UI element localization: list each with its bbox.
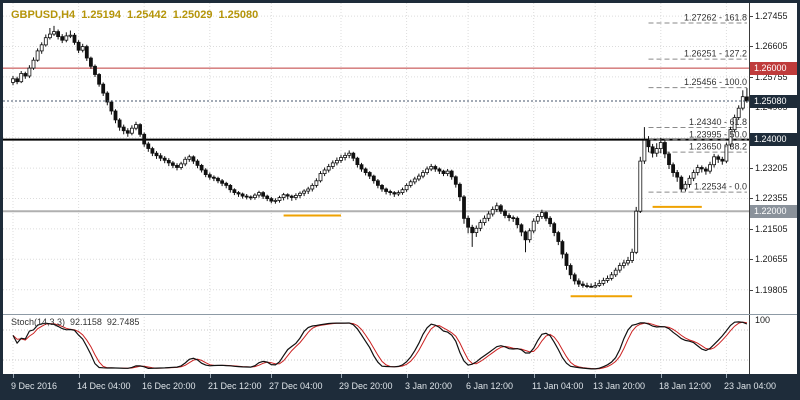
quote-high: 1.25442: [126, 9, 167, 21]
price-badge-current-price: 1.25080: [750, 95, 797, 108]
price-tick-mark: [750, 77, 753, 78]
price-axis[interactable]: 1.274551.266051.257551.249051.240551.232…: [749, 3, 797, 374]
time-label: 23 Jan 04:00: [724, 381, 777, 391]
time-tick-mark: [13, 374, 14, 378]
quote-line: GBPUSD,H4 1.25194 1.25442 1.25029 1.25080: [11, 9, 264, 21]
indicator-main-value: 92.1158: [70, 317, 102, 327]
price-badge-hline-1.22: 1.22000: [750, 205, 797, 218]
time-tick-mark: [468, 374, 469, 378]
time-label: 18 Jan 12:00: [659, 381, 712, 391]
svg-text:1.23995 - 50.0: 1.23995 - 50.0: [689, 129, 747, 139]
time-tick-mark: [341, 374, 342, 378]
time-tick-mark: [210, 374, 211, 378]
time-label: 13 Jan 20:00: [593, 381, 646, 391]
time-label: 11 Jan 04:00: [532, 381, 584, 391]
price-tick-mark: [750, 259, 753, 260]
price-tick-mark: [750, 198, 753, 199]
stochastic-panel[interactable]: [3, 314, 749, 374]
price-badge-hline-1.26: 1.26000: [750, 62, 797, 75]
quote-close: 1.25080: [218, 9, 259, 21]
quote-low: 1.25029: [172, 9, 213, 21]
indicator-label: Stoch(14,3,3) 92.1158 92.7485: [11, 317, 144, 327]
time-tick-mark: [595, 374, 596, 378]
price-tick-label: 1.20655: [755, 254, 788, 264]
svg-text:1.23650 - 38.2: 1.23650 - 38.2: [689, 142, 747, 152]
svg-text:1.26251 - 127.2: 1.26251 - 127.2: [684, 49, 747, 59]
price-tick-label: 1.27455: [755, 11, 788, 21]
time-label: 6 Jan 12:00: [466, 381, 514, 391]
time-label: 9 Dec 2016: [11, 381, 58, 391]
price-tick-mark: [750, 229, 753, 230]
price-tick-mark: [750, 16, 753, 17]
stoch-scale-max-label: 100: [755, 315, 771, 325]
time-label: 3 Jan 20:00: [405, 381, 453, 391]
time-tick-mark: [661, 374, 662, 378]
price-tick-label: 1.21505: [755, 224, 788, 234]
time-label: 14 Dec 04:00: [77, 381, 131, 391]
price-tick-label: 1.25755: [755, 72, 788, 82]
time-axis[interactable]: 9 Dec 2016 14 Dec 04:00 16 Dec 20:00 21 Dec…: [3, 374, 797, 397]
indicator-name: Stoch(14,3,3): [11, 317, 66, 327]
time-tick-mark: [407, 374, 408, 378]
time-tick-mark: [144, 374, 145, 378]
price-tick-mark: [750, 290, 753, 291]
time-label: 27 Dec 04:00: [269, 381, 323, 391]
price-tick-label: 1.23205: [755, 163, 788, 173]
main-price-chart[interactable]: 1.27262 - 161.8 1.26251 - 127.2 1.25456 - …: [3, 3, 749, 314]
symbol-period: GBPUSD,H4: [11, 9, 76, 21]
price-tick-label: 1.26605: [755, 41, 788, 51]
time-tick-mark: [79, 374, 80, 378]
svg-text:1.24340 - 61.8: 1.24340 - 61.8: [689, 117, 747, 127]
chart-area[interactable]: 1.27262 - 161.8 1.26251 - 127.2 1.25456 - …: [3, 3, 797, 374]
svg-text:1.27262 - 161.8: 1.27262 - 161.8: [684, 13, 747, 23]
time-label: 16 Dec 20:00: [142, 381, 196, 391]
time-tick-mark: [726, 374, 727, 378]
price-tick-mark: [750, 168, 753, 169]
price-badge-hline-1.24: 1.24000: [750, 133, 797, 146]
panel-divider[interactable]: [3, 314, 797, 315]
indicator-signal-value: 92.7485: [106, 317, 140, 327]
price-tick-label: 1.19805: [755, 285, 788, 295]
svg-text:1.22534 - 0.0: 1.22534 - 0.0: [694, 182, 747, 192]
time-tick-mark: [534, 374, 535, 378]
time-tick-mark: [271, 374, 272, 378]
price-tick-mark: [750, 46, 753, 47]
svg-text:1.25456 - 100.0: 1.25456 - 100.0: [684, 77, 747, 87]
time-label: 29 Dec 20:00: [339, 381, 393, 391]
time-label: 21 Dec 12:00: [208, 381, 262, 391]
price-tick-label: 1.22355: [755, 193, 788, 203]
quote-open: 1.25194: [81, 9, 121, 21]
